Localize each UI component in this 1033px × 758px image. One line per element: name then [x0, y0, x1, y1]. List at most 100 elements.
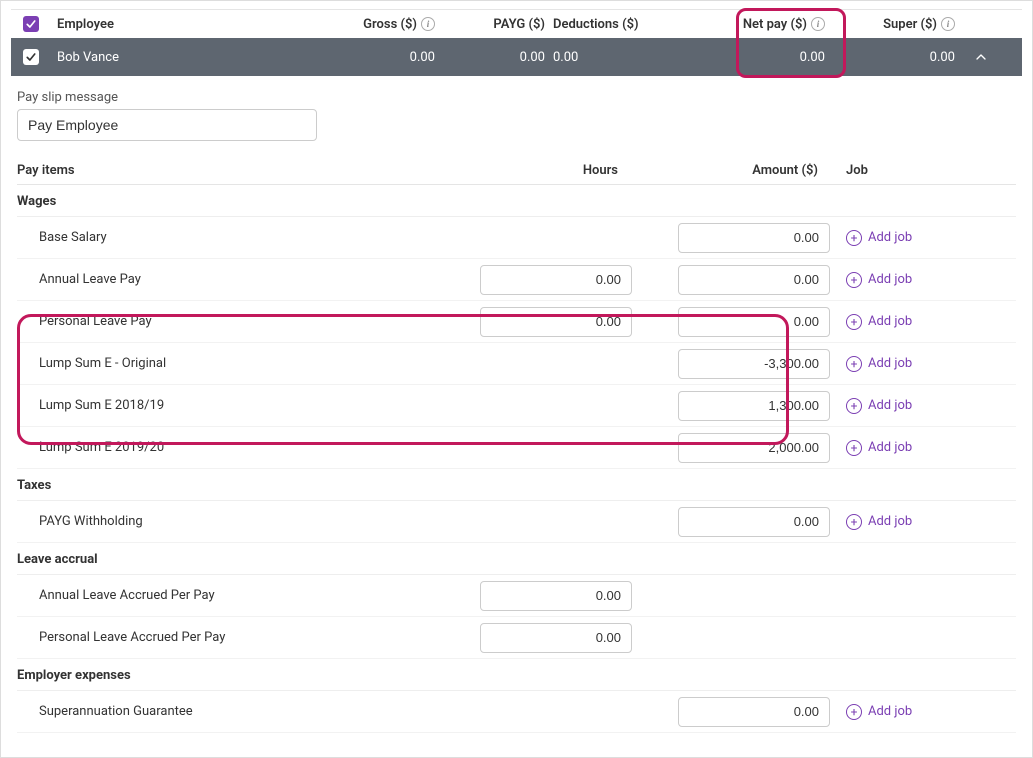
amount-cell: [646, 349, 836, 379]
pay-item-row: Base Salary + Add job: [17, 217, 1016, 259]
plus-circle-icon[interactable]: +: [846, 314, 862, 330]
pay-item-row: Personal Leave Pay + Add job: [17, 301, 1016, 343]
add-job-link[interactable]: Add job: [868, 704, 912, 719]
hours-input[interactable]: [480, 307, 632, 337]
amount-cell: [646, 223, 836, 253]
section-taxes: Taxes: [17, 469, 1016, 501]
pay-item-name: Annual Leave Pay: [17, 272, 466, 287]
pay-item-row: Lump Sum E - Original + Add job: [17, 343, 1016, 385]
col-gross-label: Gross ($): [363, 17, 417, 32]
add-job-link[interactable]: Add job: [868, 314, 912, 329]
add-job-link[interactable]: Add job: [868, 230, 912, 245]
pay-item-row: Lump Sum E 2019/20+Add job: [17, 427, 1016, 469]
pay-items-table: Pay items Hours Amount ($) Job Wages Bas…: [11, 157, 1022, 733]
pay-item-name: PAYG Withholding: [17, 514, 466, 529]
info-icon[interactable]: i: [421, 17, 435, 31]
job-cell: + Add job: [836, 314, 1016, 330]
plus-circle-icon[interactable]: +: [846, 356, 862, 372]
info-icon[interactable]: i: [941, 17, 955, 31]
hours-cell: [466, 623, 646, 653]
job-cell: + Add job: [836, 704, 1016, 720]
job-cell: + Add job: [836, 230, 1016, 246]
h-hours: Hours: [466, 163, 646, 178]
hours-input[interactable]: [480, 623, 632, 653]
add-job-link[interactable]: Add job: [868, 272, 912, 287]
employee-gross: 0.00: [331, 50, 441, 65]
pay-item-row: Annual Leave Pay + Add job: [17, 259, 1016, 301]
col-payg: PAYG ($): [441, 17, 551, 32]
job-cell: + Add job: [836, 398, 1016, 414]
plus-circle-icon[interactable]: +: [846, 704, 862, 720]
section-employer: Employer expenses: [17, 659, 1016, 691]
hours-input[interactable]: [480, 265, 632, 295]
pay-item-name: Lump Sum E 2018/19: [17, 398, 466, 413]
payslip-message-area: Pay slip message: [11, 90, 1022, 141]
employee-name: Bob Vance: [51, 50, 331, 65]
amount-input[interactable]: [678, 697, 830, 727]
payslip-input[interactable]: [17, 109, 317, 141]
amount-cell: [646, 507, 836, 537]
column-header-row: Employee Gross ($) i PAYG ($) Deductions …: [11, 9, 1022, 39]
pay-item-name: Annual Leave Accrued Per Pay: [17, 588, 466, 603]
job-cell: + Add job: [836, 356, 1016, 372]
amount-input[interactable]: [678, 223, 830, 253]
amount-input[interactable]: [678, 307, 830, 337]
amount-input[interactable]: [678, 391, 830, 421]
col-gross: Gross ($) i: [331, 17, 441, 32]
add-job-link[interactable]: Add job: [868, 514, 912, 529]
select-all-cell: [11, 16, 51, 32]
payslip-label: Pay slip message: [17, 90, 1022, 105]
amount-cell: [646, 265, 836, 295]
col-employee: Employee: [51, 17, 331, 32]
h-amount: Amount ($): [646, 163, 836, 178]
col-super: Super ($) i: [831, 17, 961, 32]
employee-payg: 0.00: [441, 50, 551, 65]
amount-input[interactable]: [678, 265, 830, 295]
plus-circle-icon[interactable]: +: [846, 272, 862, 288]
amount-input[interactable]: [678, 349, 830, 379]
expand-toggle[interactable]: [961, 49, 1001, 65]
pay-item-row: Annual Leave Accrued Per Pay: [17, 575, 1016, 617]
add-job-link[interactable]: Add job: [868, 440, 912, 455]
col-netpay-label: Net pay ($): [743, 17, 807, 32]
employee-deductions: 0.00: [551, 50, 681, 65]
job-cell: + Add job: [836, 440, 1016, 456]
job-cell: + Add job: [836, 514, 1016, 530]
job-cell: + Add job: [836, 272, 1016, 288]
col-netpay: Net pay ($) i: [681, 17, 831, 32]
amount-cell: [646, 433, 836, 463]
add-job-link[interactable]: Add job: [868, 356, 912, 371]
pay-item-name: Superannuation Guarantee: [17, 704, 466, 719]
col-super-label: Super ($): [883, 17, 937, 32]
section-wages: Wages: [17, 185, 1016, 217]
amount-cell: [646, 391, 836, 421]
col-deductions-label: Deductions ($): [553, 17, 639, 32]
plus-circle-icon[interactable]: +: [846, 514, 862, 530]
payroll-panel: Employee Gross ($) i PAYG ($) Deductions …: [1, 1, 1032, 733]
employee-netpay: 0.00: [681, 50, 831, 65]
hours-cell: [466, 265, 646, 295]
section-leave: Leave accrual: [17, 543, 1016, 575]
employee-checkbox[interactable]: [23, 49, 39, 65]
pay-item-row: Superannuation Guarantee + Add job: [17, 691, 1016, 733]
pay-item-name: Personal Leave Pay: [17, 314, 466, 329]
amount-cell: [646, 697, 836, 727]
pay-item-name: Lump Sum E - Original: [17, 356, 466, 371]
plus-circle-icon[interactable]: +: [846, 440, 862, 456]
pay-items-header: Pay items Hours Amount ($) Job: [17, 157, 1016, 185]
amount-input[interactable]: [678, 507, 830, 537]
amount-input[interactable]: [678, 433, 830, 463]
pay-item-name: Base Salary: [17, 230, 466, 245]
select-all-checkbox[interactable]: [23, 16, 39, 32]
hours-input[interactable]: [480, 581, 632, 611]
add-job-link[interactable]: Add job: [868, 398, 912, 413]
col-deductions: Deductions ($): [551, 17, 681, 32]
employee-super: 0.00: [831, 50, 961, 65]
col-payg-label: PAYG ($): [493, 17, 545, 32]
employee-row[interactable]: Bob Vance 0.00 0.00 0.00 0.00 0.00: [11, 38, 1022, 76]
h-job: Job: [836, 163, 1016, 178]
plus-circle-icon[interactable]: +: [846, 230, 862, 246]
info-icon[interactable]: i: [811, 17, 825, 31]
pay-item-row: Lump Sum E 2018/19 + Add job: [17, 385, 1016, 427]
plus-circle-icon[interactable]: +: [846, 398, 862, 414]
